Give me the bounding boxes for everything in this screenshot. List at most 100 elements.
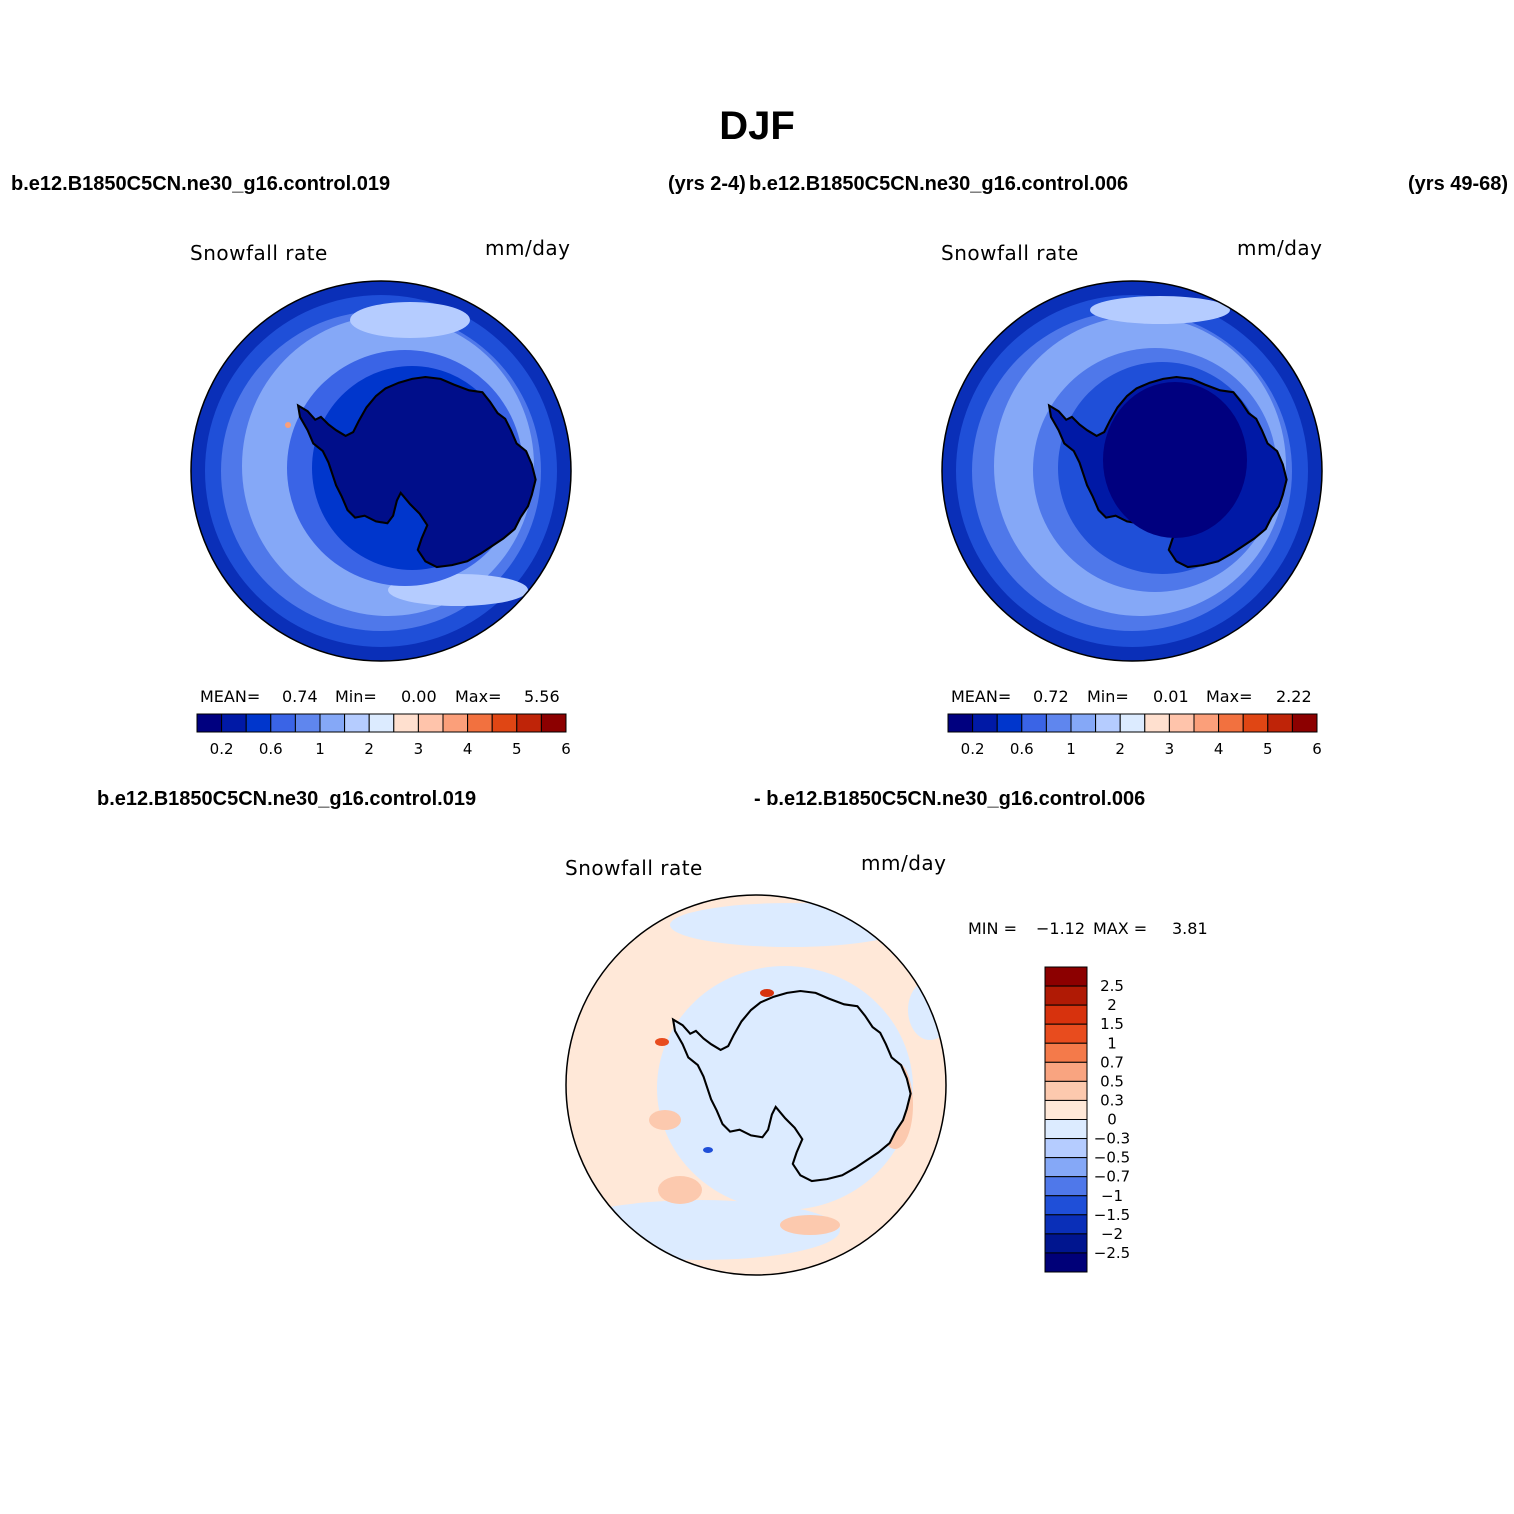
colorbar-c: 2.521.510.70.50.3 0−0.3−0.5−0.7−1−1.5−2−2… bbox=[1044, 966, 1130, 1273]
colorbar-c-swatch bbox=[1044, 1252, 1088, 1273]
colorbar-c-swatch bbox=[1044, 1214, 1088, 1235]
colorbar-b-swatch bbox=[1193, 713, 1220, 733]
map-a-mean: 0.74 bbox=[282, 687, 318, 706]
colorbar-b-tick-label: 4 bbox=[1214, 740, 1224, 758]
colorbar-b-tick-label: 3 bbox=[1165, 740, 1175, 758]
colorbar-a-swatch bbox=[368, 713, 395, 733]
map-a-peninsula-max bbox=[285, 422, 291, 428]
colorbar-b-tick-label: 1 bbox=[1066, 740, 1076, 758]
colorbar-c-swatch bbox=[1044, 1080, 1088, 1101]
colorbar-c-tick-label: 1 bbox=[1107, 1034, 1117, 1052]
colorbar-a-tick-label: 4 bbox=[463, 740, 473, 758]
map-c-min: −1.12 bbox=[1036, 919, 1086, 938]
colorbar-c-tick-label: −2 bbox=[1101, 1225, 1123, 1243]
colorbar-a-swatch bbox=[442, 713, 469, 733]
colorbar-c-tick-label: 0 bbox=[1107, 1111, 1117, 1129]
colorbar-c-tick-label: 2 bbox=[1107, 996, 1117, 1014]
colorbar-c-tick-label: −0.3 bbox=[1094, 1130, 1130, 1148]
colorbar-a: 0.2 0.6 1 2 3 4 5 6 bbox=[196, 713, 571, 758]
colorbar-b-swatch bbox=[1021, 713, 1047, 733]
colorbar-b: 0.2 0.6 1 2 3 4 5 6 bbox=[947, 713, 1322, 758]
map-c-units: mm/day bbox=[861, 851, 947, 875]
map-b bbox=[941, 280, 1323, 662]
map-c-max-spot bbox=[760, 989, 774, 997]
colorbar-c-swatch bbox=[1044, 1023, 1088, 1044]
colorbar-a-tick-label: 2 bbox=[364, 740, 374, 758]
colorbar-c-tick-label: −1.5 bbox=[1094, 1206, 1130, 1224]
map-b-max-label: Max= bbox=[1206, 687, 1253, 706]
colorbar-a-tick-label: 3 bbox=[414, 740, 424, 758]
colorbar-a-tick-label: 1 bbox=[315, 740, 325, 758]
colorbar-b-swatch bbox=[1218, 713, 1244, 733]
colorbar-a-swatch bbox=[393, 713, 419, 733]
map-a-border bbox=[190, 280, 572, 662]
colorbar-c-swatch bbox=[1044, 985, 1088, 1006]
map-b-light-patch bbox=[1090, 296, 1230, 324]
diff-title-right: - b.e12.B1850C5CN.ne30_g16.control.006 bbox=[754, 788, 1146, 810]
colorbar-b-swatch bbox=[996, 713, 1023, 733]
map-a-mean-label: MEAN= bbox=[200, 687, 261, 706]
map-b-variable: Snowfall rate bbox=[941, 241, 1079, 265]
map-a-units: mm/day bbox=[485, 236, 571, 260]
map-a-light-patch bbox=[350, 302, 470, 338]
colorbar-a-tick-label: 6 bbox=[561, 740, 571, 758]
map-a-variable: Snowfall rate bbox=[190, 241, 328, 265]
colorbar-c-swatch bbox=[1044, 1157, 1088, 1178]
map-b-max: 2.22 bbox=[1276, 687, 1312, 706]
colorbar-b-swatch bbox=[1045, 713, 1072, 733]
map-b-border bbox=[941, 280, 1323, 662]
colorbar-b-tick-label: 2 bbox=[1115, 740, 1125, 758]
run-b-years: (yrs 49-68) bbox=[1408, 173, 1508, 195]
map-c-pos-patch-s bbox=[780, 1215, 840, 1235]
map-c-min-spot bbox=[703, 1147, 713, 1153]
colorbar-c-swatch bbox=[1044, 1176, 1088, 1197]
colorbar-c-tick-label: −1 bbox=[1101, 1187, 1123, 1205]
colorbar-c-tick-label: −2.5 bbox=[1094, 1244, 1130, 1262]
colorbar-b-swatch bbox=[1242, 713, 1269, 733]
map-a bbox=[190, 280, 572, 662]
map-b-mean: 0.72 bbox=[1033, 687, 1069, 706]
colorbar-b-swatch bbox=[1144, 713, 1170, 733]
colorbar-a-swatch bbox=[319, 713, 346, 733]
colorbar-a-swatch bbox=[221, 713, 247, 733]
colorbar-b-tick-label: 5 bbox=[1263, 740, 1273, 758]
colorbar-c-swatch bbox=[1044, 1042, 1088, 1063]
map-c-border bbox=[565, 894, 947, 1276]
colorbar-c-swatch bbox=[1044, 1195, 1088, 1216]
colorbar-c-swatch bbox=[1044, 1099, 1088, 1120]
map-c-max-label: MAX = bbox=[1093, 919, 1148, 938]
colorbar-a-swatch bbox=[294, 713, 321, 733]
colorbar-a-swatch bbox=[245, 713, 272, 733]
colorbar-b-swatch bbox=[1095, 713, 1121, 733]
map-b-min: 0.01 bbox=[1153, 687, 1189, 706]
colorbar-c-tick-label: 0.5 bbox=[1100, 1072, 1124, 1090]
map-b-units: mm/day bbox=[1237, 236, 1323, 260]
diff-title-left: b.e12.B1850C5CN.ne30_g16.control.019 bbox=[97, 788, 477, 810]
colorbar-c-swatch bbox=[1044, 1004, 1088, 1025]
colorbar-b-tick-label: 0.6 bbox=[1010, 740, 1034, 758]
run-a-years: (yrs 2-4) bbox=[668, 173, 746, 195]
map-c-peninsula-spot bbox=[655, 1038, 669, 1046]
map-a-max: 5.56 bbox=[524, 687, 560, 706]
colorbar-a-swatch bbox=[540, 713, 567, 733]
colorbar-a-swatch bbox=[270, 713, 296, 733]
map-c bbox=[565, 894, 947, 1276]
map-a-max-label: Max= bbox=[455, 687, 502, 706]
colorbar-a-swatch bbox=[344, 713, 370, 733]
map-b-min-label: Min= bbox=[1087, 687, 1129, 706]
colorbar-c-tick-label: 2.5 bbox=[1100, 977, 1124, 995]
colorbar-c-swatch bbox=[1044, 1119, 1088, 1140]
colorbar-b-swatch bbox=[1119, 713, 1146, 733]
colorbar-b-swatch bbox=[1291, 713, 1318, 733]
colorbar-c-tick-label: −0.5 bbox=[1094, 1149, 1130, 1167]
colorbar-a-swatch bbox=[516, 713, 542, 733]
colorbar-c-swatch bbox=[1044, 1138, 1088, 1159]
map-c-pos-patch-w bbox=[649, 1110, 681, 1130]
colorbar-c-swatch bbox=[1044, 1061, 1088, 1082]
colorbar-b-tick-label: 0.2 bbox=[961, 740, 985, 758]
colorbar-c-tick-label: 1.5 bbox=[1100, 1015, 1124, 1033]
map-c-max: 3.81 bbox=[1172, 919, 1208, 938]
map-a-min-label: Min= bbox=[335, 687, 377, 706]
map-c-variable: Snowfall rate bbox=[565, 856, 703, 880]
